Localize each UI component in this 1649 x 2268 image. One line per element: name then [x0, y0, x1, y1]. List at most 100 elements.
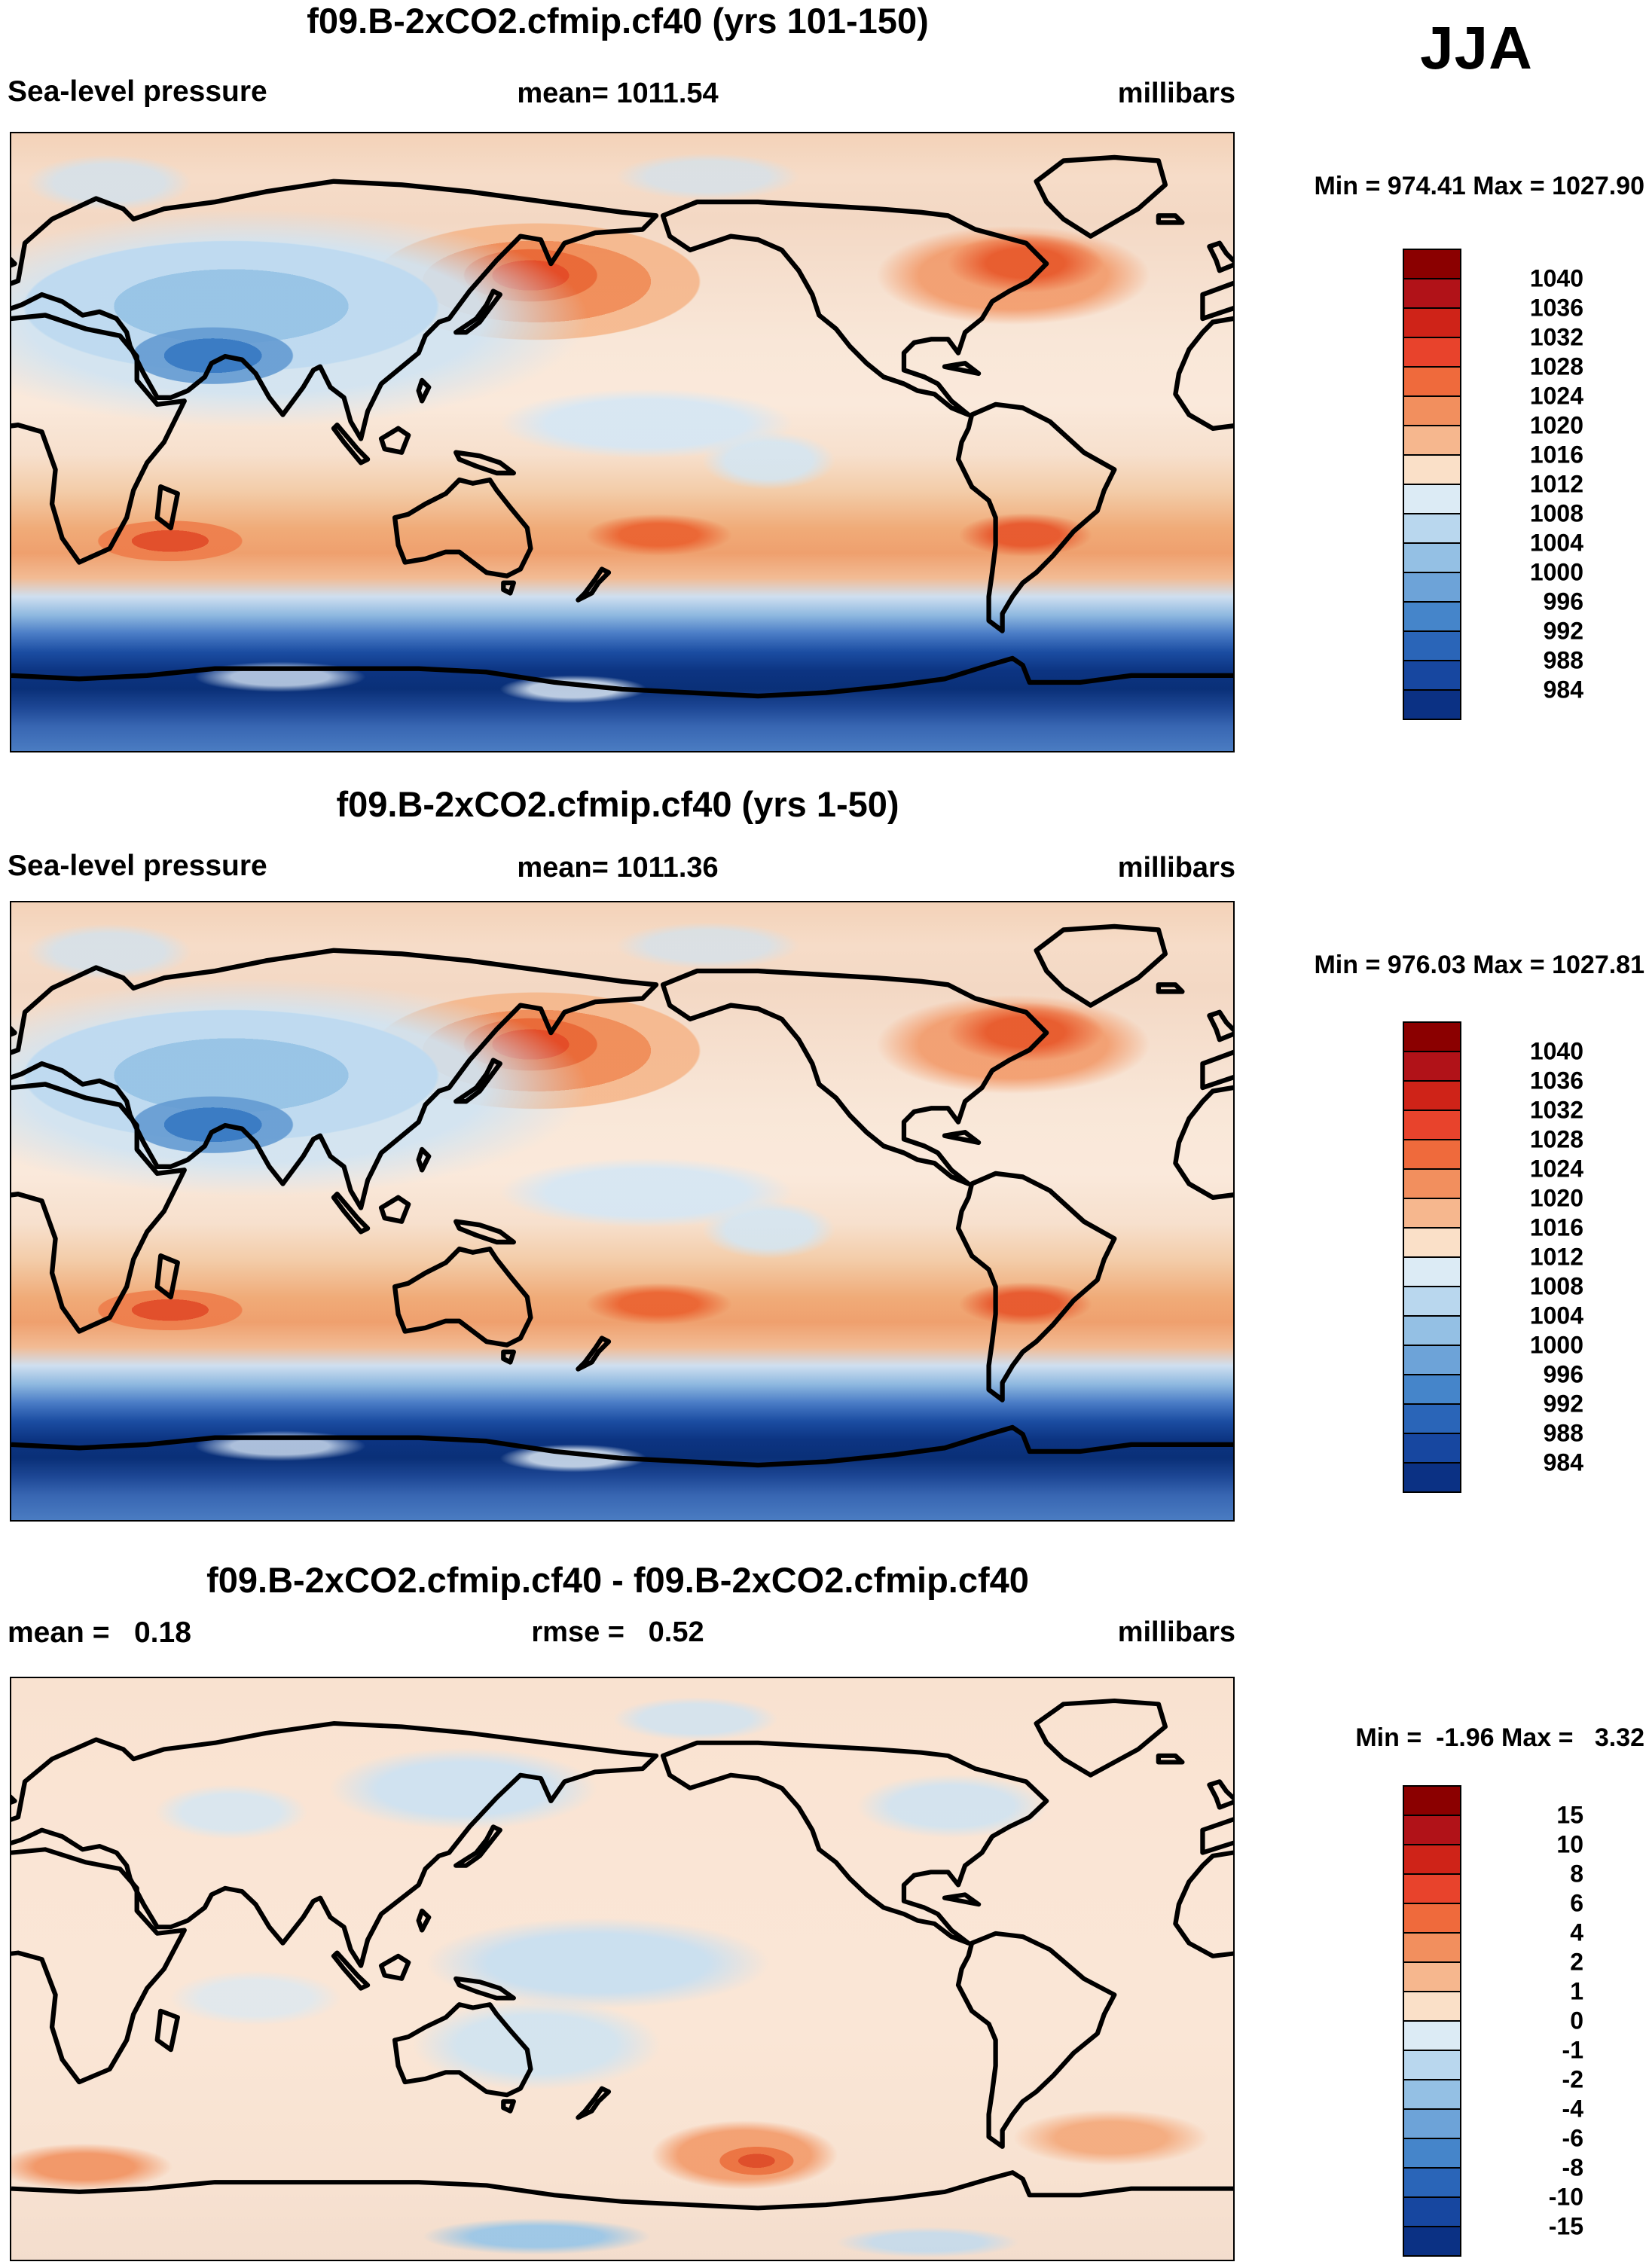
- panel3-title: f09.B-2xCO2.cfmip.cf40 - f09.B-2xCO2.cfm…: [206, 1560, 1029, 1600]
- season-label: JJA: [1420, 14, 1533, 81]
- colorbar-tick-label: 1020: [1529, 411, 1583, 439]
- colorbar-tick-label: 984: [1543, 1448, 1583, 1476]
- panel3-minmax-label: Min = -1.96 Max = 3.32: [1355, 1723, 1644, 1752]
- colorbar-tick-label: 1024: [1529, 1155, 1583, 1183]
- colorbar-tick-label: 1: [1570, 1977, 1583, 2005]
- colorbar-tick-label: 1032: [1529, 323, 1583, 351]
- colorbar-box: [1403, 278, 1461, 309]
- panel1-mean-label: mean= 1011.54: [517, 78, 719, 109]
- colorbar-box: [1403, 1903, 1461, 1934]
- colorbar-tick-label: 1008: [1529, 1272, 1583, 1300]
- panel1-colorbar: 1040 1036 1032 1028 1024 1020 1016 1012 1008 1004…: [1403, 249, 1583, 720]
- colorbar-box: [1403, 454, 1461, 485]
- colorbar-box: [1403, 2079, 1461, 2110]
- colorbar-box: [1403, 1080, 1461, 1111]
- colorbar-tick-label: 0: [1570, 2007, 1583, 2034]
- colorbar-tick-label: 988: [1543, 1419, 1583, 1447]
- colorbar-box: [1403, 395, 1461, 426]
- panel2-field-label: Sea-level pressure: [8, 850, 267, 882]
- colorbar-tick-label: -4: [1562, 2095, 1583, 2123]
- colorbar-tick-label: 996: [1543, 588, 1583, 615]
- colorbar-box: [1403, 1932, 1461, 1963]
- colorbar-tick-label: 1036: [1529, 294, 1583, 322]
- colorbar-box: [1403, 572, 1461, 603]
- colorbar-box: [1403, 1345, 1461, 1375]
- colorbar-tick-label: 1040: [1529, 1037, 1583, 1065]
- panel3-rmse-label: rmse = 0.52: [531, 1616, 704, 1648]
- colorbar-tick-label: 1008: [1529, 499, 1583, 527]
- panel2-units-label: millibars: [1117, 852, 1235, 884]
- colorbar-tick-label: 1020: [1529, 1184, 1583, 1212]
- colorbar-box: [1403, 307, 1461, 338]
- colorbar-tick-label: -15: [1548, 2212, 1583, 2240]
- colorbar-tick-label: 1000: [1529, 1331, 1583, 1359]
- colorbar-box: [1403, 2226, 1461, 2257]
- colorbar-box: [1403, 1374, 1461, 1405]
- colorbar-tick-label: 1004: [1529, 1302, 1583, 1329]
- colorbar-tick-label: 996: [1543, 1360, 1583, 1388]
- colorbar-box: [1403, 1256, 1461, 1287]
- colorbar-tick-label: 1016: [1529, 441, 1583, 469]
- colorbar-box: [1403, 1227, 1461, 1258]
- colorbar-tick-label: 1040: [1529, 264, 1583, 292]
- colorbar-box: [1403, 1844, 1461, 1875]
- panel2-title: f09.B-2xCO2.cfmip.cf40 (yrs 1-50): [336, 784, 899, 824]
- panel3-colorbar: 15 10 8 6 4 2 1 0 -1 -2 -4 -6 -8 -10 -15: [1403, 1785, 1583, 2257]
- colorbar-box: [1403, 1991, 1461, 2022]
- colorbar-tick-label: 8: [1570, 1860, 1583, 1888]
- colorbar-tick-label: -1: [1562, 2036, 1583, 2064]
- colorbar-tick-label: 6: [1570, 1889, 1583, 1917]
- colorbar-box: [1403, 249, 1461, 279]
- panel1-units-label: millibars: [1117, 78, 1235, 109]
- colorbar-tick-label: 2: [1570, 1948, 1583, 1976]
- colorbar-tick-label: 992: [1543, 1390, 1583, 1418]
- colorbar-box: [1403, 601, 1461, 632]
- colorbar-tick-label: 984: [1543, 676, 1583, 704]
- colorbar-tick-label: 1000: [1529, 558, 1583, 586]
- colorbar-box: [1403, 1961, 1461, 1992]
- panel3-units-label: millibars: [1117, 1616, 1235, 1648]
- colorbar-box: [1403, 2050, 1461, 2080]
- colorbar-box: [1403, 2108, 1461, 2139]
- coastline-overlay: [11, 133, 1233, 751]
- colorbar-box: [1403, 366, 1461, 397]
- colorbar-box: [1403, 1785, 1461, 1816]
- colorbar-box: [1403, 1315, 1461, 1346]
- colorbar-box: [1403, 337, 1461, 368]
- coastline-overlay: [11, 902, 1233, 1520]
- colorbar-box: [1403, 1139, 1461, 1170]
- pressure-map-yrs1-50: [10, 901, 1235, 1522]
- colorbar-tick-label: 1032: [1529, 1096, 1583, 1124]
- colorbar-box: [1403, 425, 1461, 456]
- colorbar-tick-label: 988: [1543, 646, 1583, 674]
- colorbar-box: [1403, 2196, 1461, 2227]
- colorbar-tick-label: 1028: [1529, 353, 1583, 380]
- colorbar-tick-label: 1004: [1529, 529, 1583, 557]
- panel2-minmax-label: Min = 976.03 Max = 1027.81: [1314, 951, 1644, 979]
- pressure-map-yrs101-150: [10, 132, 1235, 752]
- colorbar-box: [1403, 1403, 1461, 1434]
- colorbar-box: [1403, 1110, 1461, 1140]
- panel3-mean-label: mean = 0.18: [8, 1616, 191, 1649]
- colorbar-tick-label: 4: [1570, 1918, 1583, 1946]
- panel2-mean-label: mean= 1011.36: [517, 852, 719, 884]
- panel1-title: f09.B-2xCO2.cfmip.cf40 (yrs 101-150): [307, 1, 929, 41]
- colorbar-tick-label: 992: [1543, 617, 1583, 645]
- colorbar-box: [1403, 689, 1461, 720]
- colorbar-box: [1403, 1433, 1461, 1464]
- colorbar-tick-label: 10: [1556, 1830, 1583, 1858]
- difference-map: [10, 1677, 1235, 2261]
- colorbar-box: [1403, 1873, 1461, 1904]
- colorbar-tick-label: -6: [1562, 2124, 1583, 2152]
- colorbar-box: [1403, 1051, 1461, 1082]
- colorbar-box: [1403, 513, 1461, 544]
- colorbar-box: [1403, 542, 1461, 573]
- colorbar-box: [1403, 1021, 1461, 1052]
- colorbar-box: [1403, 1198, 1461, 1229]
- colorbar-box: [1403, 2167, 1461, 2198]
- colorbar-tick-label: -8: [1562, 2154, 1583, 2181]
- colorbar-tick-label: 15: [1556, 1801, 1583, 1829]
- colorbar-tick-label: -2: [1562, 2065, 1583, 2093]
- colorbar-box: [1403, 660, 1461, 691]
